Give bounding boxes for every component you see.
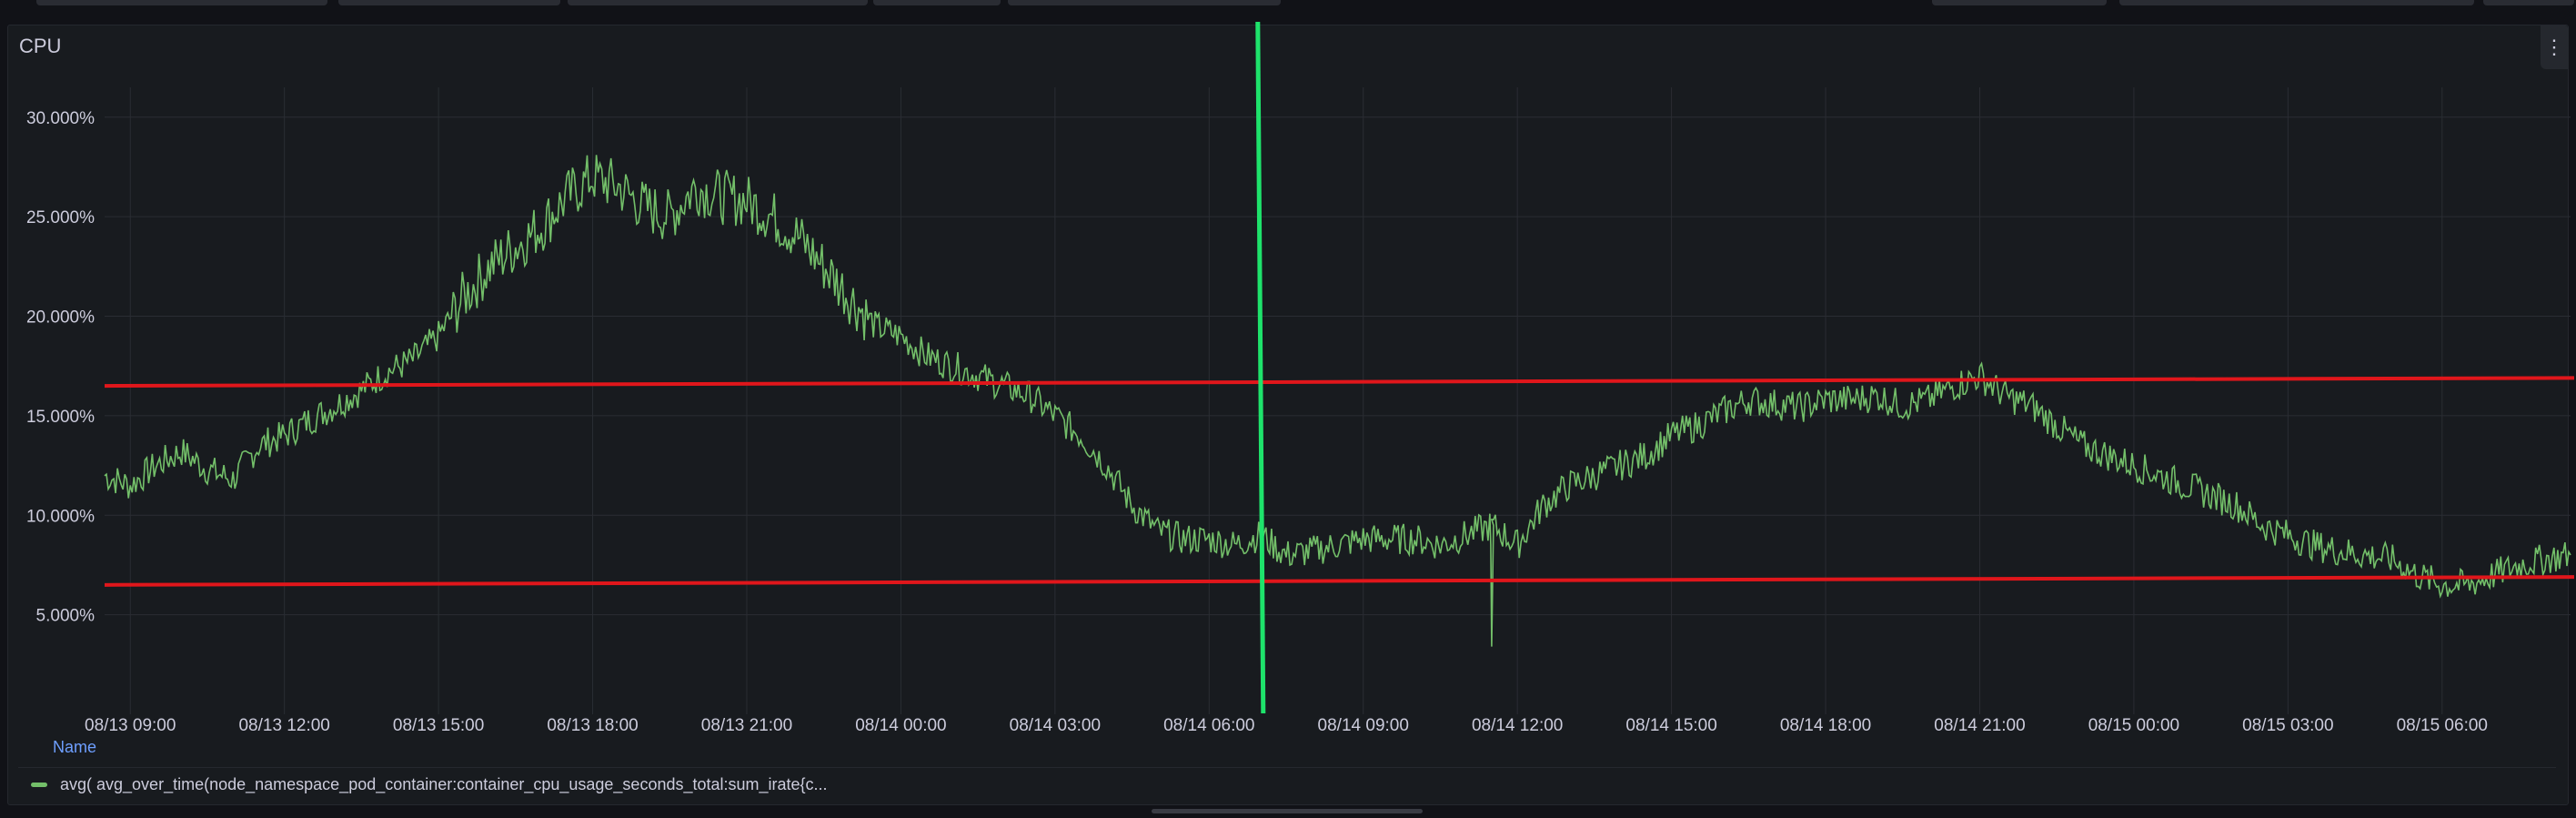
annotation-layer [104,21,2575,714]
x-tick-label: 08/14 09:00 [1318,716,1409,735]
toolbar-segment[interactable] [2119,0,2474,5]
x-tick-label: 08/14 12:00 [1472,716,1563,735]
y-tick-label: 25.000% [26,208,95,227]
panel-menu-icon[interactable]: ⋮ [2541,25,2568,69]
x-tick-label: 08/14 03:00 [1010,716,1101,735]
x-tick-label: 08/13 15:00 [393,716,484,735]
toolbar-segment[interactable] [36,0,327,5]
cpu-panel: CPU ⋮ [7,25,2569,805]
x-tick-label: 08/15 00:00 [2088,716,2179,735]
y-tick-label: 20.000% [26,308,95,328]
x-tick-label: 08/13 18:00 [547,716,638,735]
legend-series-label[interactable]: avg( avg_over_time(node_namespace_pod_co… [60,774,828,793]
x-axis-ticks: 08/13 09:00 08/13 12:00 08/13 15:00 08/13 1… [85,716,2488,735]
legend-item[interactable]: avg( avg_over_time(node_namespace_pod_co… [18,767,2556,801]
legend-name-header[interactable]: Name [53,738,97,756]
threshold-line [104,575,2575,587]
x-tick-label: 08/13 21:00 [701,716,792,735]
legend-swatch-icon [31,782,47,787]
y-tick-label: 30.000% [26,109,95,128]
threshold-line [104,376,2575,389]
toolbar-segment[interactable] [2483,0,2574,5]
x-tick-label: 08/13 09:00 [85,716,176,735]
x-tick-label: 08/13 12:00 [238,716,329,735]
x-tick-label: 08/14 06:00 [1163,716,1254,735]
chart-grid [105,87,2571,714]
x-tick-label: 08/15 06:00 [2397,716,2488,735]
toolbar-segment[interactable] [1932,0,2107,5]
top-toolbar [0,0,2576,22]
toolbar-segment[interactable] [568,0,868,5]
y-tick-label: 10.000% [26,507,95,526]
x-tick-label: 08/14 18:00 [1780,716,1871,735]
toolbar-segment[interactable] [873,0,1001,5]
toolbar-segment[interactable] [1008,0,1281,5]
series-line[interactable] [104,155,2571,647]
x-tick-label: 08/14 15:00 [1625,716,1716,735]
series-layer [104,155,2571,647]
marker-line [1255,21,1266,714]
x-tick-label: 08/14 00:00 [855,716,946,735]
y-tick-label: 15.000% [26,408,95,427]
toolbar-segment[interactable] [338,0,560,5]
y-axis-ticks: 5.000% 10.000% 15.000% 20.000% 25.000% 30.000… [26,109,95,626]
y-tick-label: 5.000% [36,607,96,626]
panel-title: CPU [19,35,62,57]
horizontal-scrollbar[interactable] [1152,809,1423,813]
x-tick-label: 08/15 03:00 [2242,716,2333,735]
x-tick-label: 08/14 21:00 [1934,716,2025,735]
